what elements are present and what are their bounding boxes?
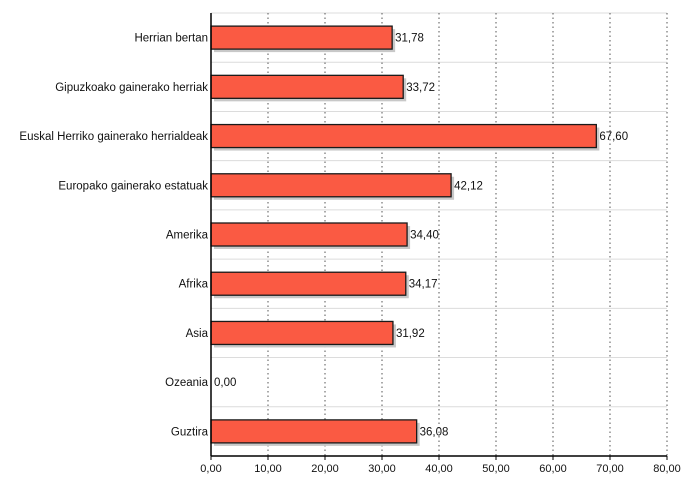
category-label: Ozeania (165, 377, 208, 389)
bar (210, 320, 394, 346)
x-tick-label: 10,00 (254, 463, 282, 475)
x-tick-label: 80,00 (653, 463, 681, 475)
category-label: Amerika (166, 230, 209, 242)
data-label: 67,60 (599, 131, 628, 143)
category-label: Europako gainerako estatuak (58, 180, 208, 192)
data-label: 36,08 (420, 426, 449, 438)
x-tick-label: 50,00 (482, 463, 510, 475)
x-tick-label: 30,00 (368, 463, 396, 475)
bar (210, 222, 408, 247)
category-label: Guztira (171, 426, 209, 438)
data-label: 31,78 (395, 33, 424, 45)
category-label: Gipuzkoako gainerako herriak (55, 82, 208, 94)
x-tick-label: 20,00 (311, 463, 339, 475)
bar (210, 271, 407, 296)
x-tick-label: 0,00 (200, 463, 221, 475)
data-label: 0,00 (214, 377, 236, 389)
bar (210, 74, 404, 99)
data-label: 34,40 (410, 230, 439, 242)
bar (210, 173, 452, 198)
category-label: Euskal Herriko gainerako herrialdeak (19, 131, 208, 143)
data-label: 31,92 (396, 328, 425, 340)
data-label: 33,72 (406, 82, 435, 94)
x-tick-label: 40,00 (425, 463, 453, 475)
data-label: 34,17 (409, 279, 438, 291)
category-label: Asia (186, 328, 209, 340)
bar (210, 25, 393, 50)
bar (210, 123, 597, 149)
x-tick-label: 60,00 (539, 463, 567, 475)
x-tick-label: 70,00 (596, 463, 624, 475)
data-label: 42,12 (454, 180, 483, 192)
category-label: Herrian bertan (134, 33, 208, 45)
bar (210, 419, 418, 444)
category-label: Afrika (179, 279, 209, 291)
